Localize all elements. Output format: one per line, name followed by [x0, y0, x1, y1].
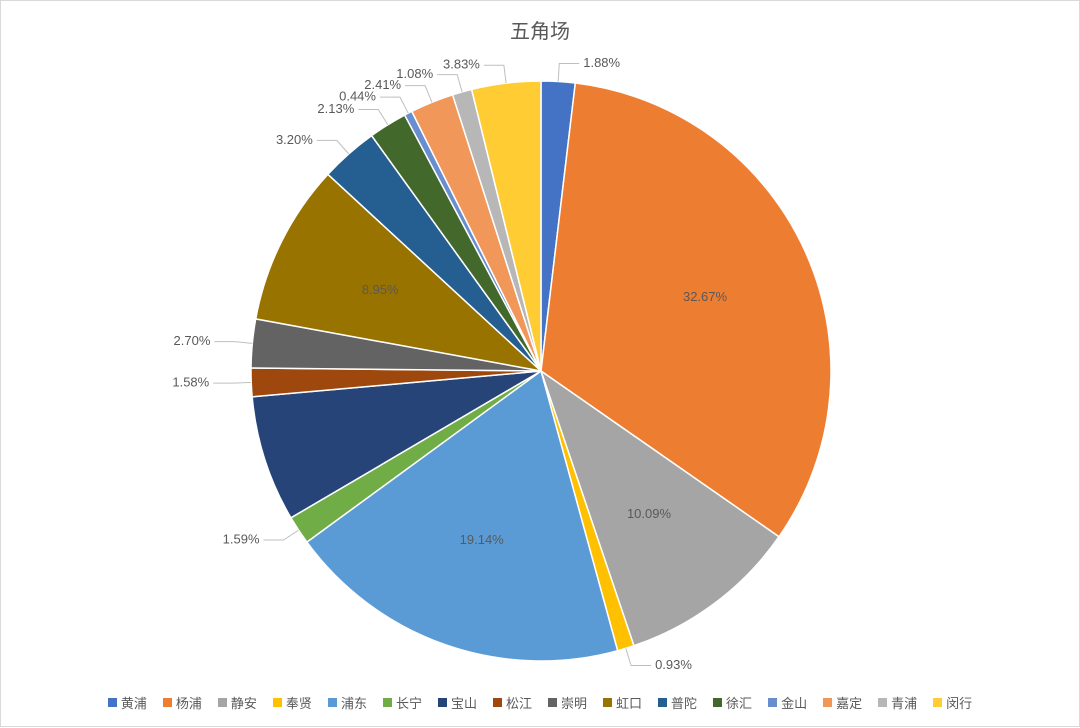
slice-label: 3.20% [276, 132, 313, 147]
legend-swatch [438, 698, 447, 707]
legend-label: 松江 [506, 693, 532, 712]
legend-item: 金山 [768, 693, 807, 712]
legend-swatch [493, 698, 502, 707]
chart-legend: 黄浦 杨浦 静安 奉贤 浦东 长宁 宝山 松江 崇明 虹口 普陀 徐汇 金山 嘉定 青浦 闵行 [1, 693, 1079, 712]
leader-line [484, 65, 506, 83]
legend-label: 青浦 [891, 693, 917, 712]
pie-chart-container: 五角场 1.88%32.67%10.09%0.93%19.14%1.59%1.5… [0, 0, 1080, 727]
legend-label: 虹口 [616, 693, 642, 712]
legend-swatch [603, 698, 612, 707]
slice-label: 19.14% [460, 532, 505, 547]
legend-item: 松江 [493, 693, 532, 712]
legend-label: 杨浦 [176, 693, 202, 712]
slice-label: 8.95% [362, 282, 399, 297]
legend-item: 青浦 [878, 693, 917, 712]
leader-line [264, 530, 299, 540]
legend-swatch [383, 698, 392, 707]
legend-label: 静安 [231, 693, 257, 712]
legend-item: 杨浦 [163, 693, 202, 712]
leader-line [558, 64, 579, 82]
legend-swatch [548, 698, 557, 707]
legend-swatch [878, 698, 887, 707]
legend-item: 普陀 [658, 693, 697, 712]
legend-label: 金山 [781, 693, 807, 712]
legend-swatch [108, 698, 117, 707]
legend-item: 宝山 [438, 693, 477, 712]
legend-swatch [328, 698, 337, 707]
legend-swatch [163, 698, 172, 707]
leader-line [380, 97, 408, 113]
legend-item: 黄浦 [108, 693, 147, 712]
legend-swatch [713, 698, 722, 707]
leader-line [214, 342, 252, 344]
legend-item: 崇明 [548, 693, 587, 712]
pie-chart-svg: 1.88% 32.67% 10.09% 0.93% 19.14% 1.59% 1.58% 2.… [1, 1, 1080, 728]
legend-label: 闵行 [946, 693, 972, 712]
leader-line [358, 109, 388, 124]
slice-label: 1.59% [223, 531, 260, 546]
slice-label: 1.58% [172, 375, 209, 390]
slice-label: 0.93% [655, 657, 692, 672]
legend-label: 奉贤 [286, 693, 312, 712]
legend-label: 普陀 [671, 693, 697, 712]
legend-label: 崇明 [561, 693, 587, 712]
legend-swatch [273, 698, 282, 707]
slice-label: 2.70% [174, 333, 211, 348]
slice-label: 32.67% [683, 289, 728, 304]
legend-label: 徐汇 [726, 693, 752, 712]
legend-item: 徐汇 [713, 693, 752, 712]
legend-swatch [218, 698, 227, 707]
legend-label: 黄浦 [121, 693, 147, 712]
slice-label: 1.88% [583, 55, 620, 70]
leader-line [317, 140, 349, 153]
legend-label: 宝山 [451, 693, 477, 712]
slice-label: 10.09% [627, 506, 672, 521]
legend-swatch [658, 698, 667, 707]
leader-line [437, 75, 462, 92]
slice-label: 1.08% [396, 66, 433, 81]
leader-line [405, 86, 432, 103]
legend-item: 虹口 [603, 693, 642, 712]
legend-swatch [823, 698, 832, 707]
legend-item: 闵行 [933, 693, 972, 712]
legend-label: 长宁 [396, 693, 422, 712]
legend-item: 嘉定 [823, 693, 862, 712]
legend-item: 浦东 [328, 693, 367, 712]
legend-item: 长宁 [383, 693, 422, 712]
slice-label: 3.83% [443, 57, 480, 72]
legend-swatch [768, 698, 777, 707]
legend-swatch [933, 698, 942, 707]
leader-line [626, 648, 651, 665]
legend-item: 静安 [218, 693, 257, 712]
leader-line [213, 382, 251, 383]
legend-label: 浦东 [341, 693, 367, 712]
legend-item: 奉贤 [273, 693, 312, 712]
legend-label: 嘉定 [836, 693, 862, 712]
